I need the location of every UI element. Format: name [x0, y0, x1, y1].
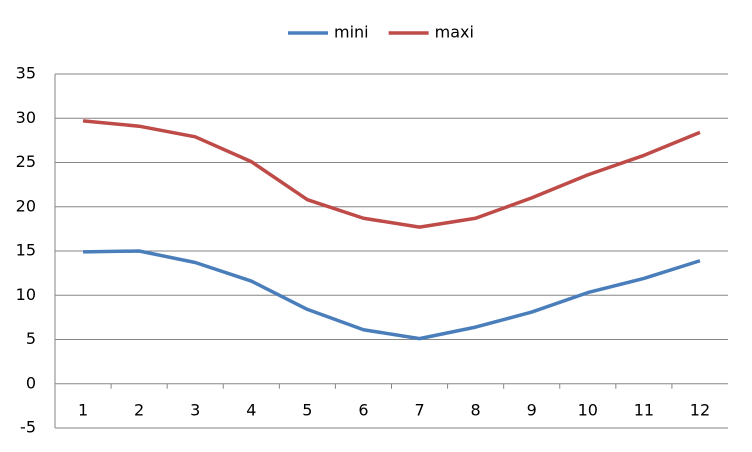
x-tick-label: 11 — [634, 400, 654, 419]
x-tick-label: 4 — [246, 400, 256, 419]
x-tick-label: 10 — [578, 400, 598, 419]
x-tick-label: 2 — [134, 400, 144, 419]
y-tick-label: 0 — [26, 373, 36, 392]
y-tick-label: 30 — [16, 108, 36, 127]
x-tick-label: 9 — [527, 400, 537, 419]
x-tick-label: 1 — [78, 400, 88, 419]
y-tick-label: 10 — [16, 285, 36, 304]
x-tick-label: 7 — [414, 400, 424, 419]
legend-label: mini — [334, 23, 369, 42]
legend-label: maxi — [435, 23, 474, 42]
x-tick-label: 12 — [690, 400, 710, 419]
x-tick-label: 8 — [471, 400, 481, 419]
y-tick-label: -5 — [20, 418, 36, 437]
y-tick-label: 35 — [16, 64, 36, 83]
line-series — [82, 119, 701, 229]
y-tick-label: 15 — [16, 241, 36, 260]
y-tick-label: 5 — [26, 329, 36, 348]
y-tick-label: 25 — [16, 152, 36, 171]
line-series — [83, 249, 701, 341]
x-tick-label: 6 — [358, 400, 368, 419]
x-tick-label: 5 — [302, 400, 312, 419]
y-tick-label: 20 — [16, 196, 36, 215]
x-tick-label: 3 — [190, 400, 200, 419]
